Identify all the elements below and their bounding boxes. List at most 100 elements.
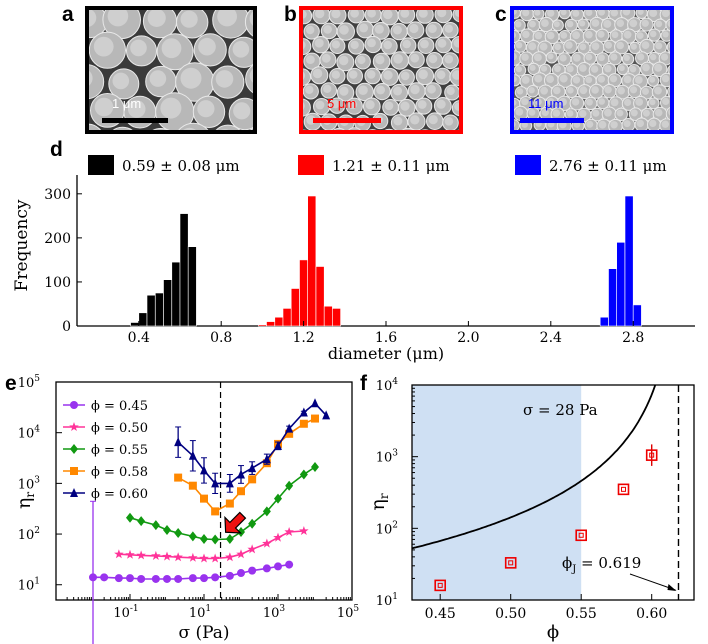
- sem-particle-highlight: [604, 86, 612, 94]
- sem-particle-highlight: [331, 40, 340, 49]
- hist-legend-swatch: [515, 155, 541, 175]
- phi-data-point-inner: [437, 582, 443, 588]
- phi-frame: [411, 384, 695, 601]
- phi-annotation: σ = 28 Pa: [523, 401, 598, 419]
- sem-particle-highlight: [418, 10, 428, 18]
- rheo-marker: [188, 481, 197, 490]
- sem-particle-highlight: [94, 97, 114, 117]
- phi-data-point: [575, 529, 588, 542]
- phi-x-tick-label: 0.45: [425, 606, 456, 622]
- sem-particle: [112, 126, 133, 130]
- sem-particle-highlight: [528, 42, 537, 51]
- sem-particle-highlight: [661, 10, 670, 18]
- sem-particle-highlight: [323, 84, 332, 94]
- scale-label-b: 5 μm: [327, 96, 357, 111]
- rheo-marker: [225, 533, 234, 544]
- sem-particle: [303, 68, 311, 86]
- sem-particle-highlight: [554, 65, 561, 73]
- hist-bar: [179, 213, 189, 327]
- sem-particle-highlight: [623, 54, 630, 62]
- sem-particle-highlight: [112, 72, 130, 90]
- rheo-marker: [200, 494, 208, 503]
- rheo-marker: [285, 560, 294, 569]
- sem-particle-highlight: [374, 24, 384, 34]
- sem-particle-highlight: [630, 43, 637, 50]
- sem-particle-highlight: [655, 20, 663, 28]
- rheo-marker: [274, 562, 282, 571]
- rheo-marker: [285, 480, 294, 491]
- rheo-marker: [311, 462, 319, 473]
- sem-particle-highlight: [444, 117, 454, 126]
- hist-legend-label: 0.59 ± 0.08 μm: [122, 157, 240, 175]
- rheo-x-axis-label: σ (Pa): [178, 623, 229, 643]
- sem-particle-highlight: [453, 38, 459, 48]
- sem-particle-highlight: [452, 70, 459, 80]
- sem-particle-highlight: [541, 19, 549, 27]
- sem-particle-highlight: [529, 20, 536, 28]
- phi-x-tick-label: 0.60: [636, 606, 667, 622]
- sem-particle-highlight: [590, 65, 599, 73]
- sem-particle-highlight: [623, 75, 632, 84]
- sem-particle-highlight: [515, 42, 523, 49]
- phi-j-pointer: [629, 573, 676, 591]
- sem-particle-highlight: [454, 102, 459, 111]
- sem-particle-highlight: [522, 30, 530, 39]
- sem-particle-highlight: [427, 84, 436, 94]
- sem-particle-highlight: [552, 109, 561, 117]
- sem-particle-highlight: [624, 98, 632, 107]
- sem-particle-highlight: [629, 19, 638, 28]
- rheo-marker: [247, 544, 257, 554]
- sem-particle-highlight: [446, 86, 455, 96]
- sem-particle: [303, 38, 312, 56]
- hist-legend-swatch: [298, 155, 324, 175]
- sem-particle-highlight: [610, 98, 619, 107]
- sem-particle-highlight: [592, 109, 600, 117]
- hist-x-tick-label: 0.8: [210, 330, 232, 346]
- sem-particle-highlight: [357, 55, 366, 65]
- sem-particle-highlight: [514, 76, 517, 83]
- phi-x-tick-label: 0.50: [495, 606, 526, 622]
- sem-particle-highlight: [306, 25, 315, 35]
- sem-particle-highlight: [585, 76, 593, 84]
- sem-texture-b: [303, 10, 459, 130]
- rheo-legend-label: ϕ = 0.55: [91, 443, 148, 458]
- sem-particle-highlight: [400, 71, 410, 81]
- sem-particle-highlight: [554, 43, 561, 51]
- rheo-marker: [273, 532, 283, 542]
- rheo-y-tick-label: 105: [18, 374, 41, 391]
- sem-particle-highlight: [604, 65, 612, 73]
- hist-bar: [632, 304, 642, 327]
- sem-particle: [514, 29, 521, 44]
- sem-particle-highlight: [629, 86, 638, 94]
- hist-x-tick-label: 2.0: [457, 330, 479, 346]
- sem-particle-highlight: [598, 98, 605, 105]
- phi-data-point-inner: [508, 560, 514, 566]
- sem-particle-highlight: [383, 40, 392, 50]
- sem-particle-highlight: [553, 86, 561, 95]
- sem-particle-highlight: [572, 31, 580, 40]
- sem-particle: [178, 122, 209, 130]
- rheo-marker: [137, 574, 146, 583]
- sem-particle-highlight: [393, 116, 403, 126]
- rheo-marker: [262, 506, 271, 517]
- sem-particle-highlight: [232, 41, 250, 58]
- sem-particle-highlight: [130, 39, 147, 57]
- sem-particle-highlight: [393, 54, 403, 64]
- phi-y-axis-label: ηr: [367, 493, 391, 510]
- sem-particle-highlight: [312, 68, 323, 79]
- sem-particle-highlight: [649, 99, 656, 106]
- sem-particle-highlight: [514, 52, 517, 61]
- sem-particle-highlight: [303, 10, 307, 19]
- rheo-y-tick-label: 104: [18, 425, 41, 442]
- phi-data-point-inner: [621, 486, 626, 492]
- sem-particle-highlight: [610, 53, 618, 61]
- panel-letter-d: d: [50, 138, 63, 161]
- sem-particle-highlight: [514, 121, 516, 128]
- hist-bar: [315, 266, 325, 327]
- sem-particle-highlight: [437, 38, 447, 48]
- sem-particle-highlight: [303, 40, 306, 50]
- sem-particle: [514, 119, 520, 130]
- sem-particle-highlight: [198, 37, 216, 56]
- sem-particle-highlight: [637, 53, 645, 61]
- rheo-marker: [299, 469, 308, 480]
